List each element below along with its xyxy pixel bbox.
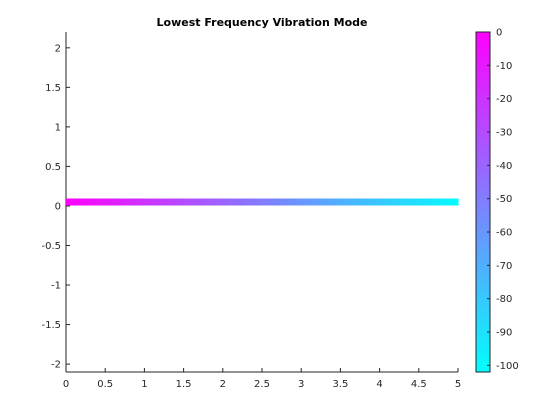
y-tick-label: -1 — [51, 281, 61, 292]
colorbar-tick-label: -10 — [496, 61, 512, 72]
colorbar-tick-label: -80 — [496, 294, 512, 305]
colorbar-tick-label: -70 — [496, 261, 512, 272]
colorbar-gradient — [475, 31, 491, 373]
y-tick-label: 0.5 — [45, 162, 61, 173]
y-tick-label: -1.5 — [41, 320, 61, 331]
colorbar-tick-label: 0 — [496, 28, 502, 39]
colorbar-tick-label: -90 — [496, 328, 512, 339]
x-tick-label: 3 — [298, 379, 304, 390]
colorbar-tick-label: -60 — [496, 228, 512, 239]
y-tick-label: 0 — [55, 201, 61, 212]
y-tick-label: 1.5 — [45, 83, 61, 94]
colorbar-tick-label: -30 — [496, 128, 512, 139]
x-tick-label: 5 — [455, 379, 461, 390]
chart-title: Lowest Frequency Vibration Mode — [157, 16, 368, 29]
x-tick-label: 2 — [220, 379, 226, 390]
y-tick-label: 2 — [55, 43, 61, 54]
x-tick-label: 1.5 — [176, 379, 192, 390]
y-tick-label: 1 — [55, 122, 61, 133]
x-tick-label: 4.5 — [411, 379, 427, 390]
x-tick-label: 3.5 — [332, 379, 348, 390]
colorbar-tick-label: -50 — [496, 194, 512, 205]
y-tick-label: -0.5 — [41, 241, 61, 252]
colorbar-tick-label: -20 — [496, 94, 512, 105]
x-tick-label: 1 — [141, 379, 147, 390]
x-tick-label: 0 — [63, 379, 69, 390]
colorbar-tick-label: -100 — [496, 361, 519, 372]
colorbar-tick-label: -40 — [496, 161, 512, 172]
x-tick-label: 2.5 — [254, 379, 270, 390]
y-tick-label: -2 — [51, 360, 61, 371]
x-tick-label: 0.5 — [97, 379, 113, 390]
colorbar: 0 -10 -20 -30 -40 -50 -60 -70 -80 -90 -100 — [475, 28, 519, 373]
x-tick-label: 4 — [376, 379, 382, 390]
plot-area: 0 0.5 1 1.5 2 2.5 3 3.5 4 4.5 5 -2 -1.5 -1 -0.5 0 0.5 1 1.… — [41, 32, 461, 390]
